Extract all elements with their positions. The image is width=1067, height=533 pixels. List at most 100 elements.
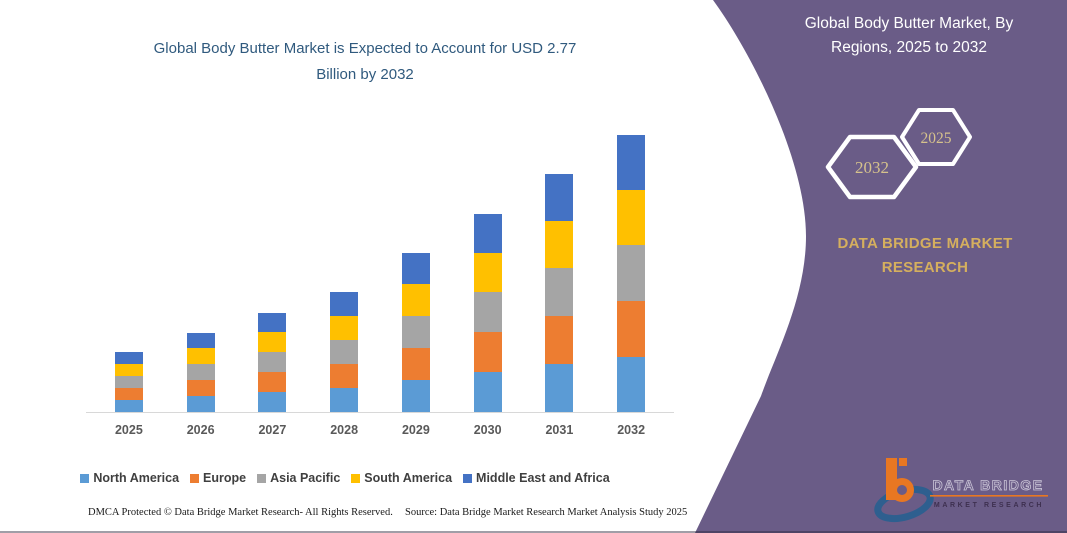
x-axis-line: [86, 412, 674, 413]
segment-europe: [330, 364, 359, 388]
segment-asia-pacific: [114, 376, 143, 388]
legend-item-south-america: South America: [351, 471, 452, 485]
bar-column-2025: [93, 112, 165, 412]
segment-middle-east-and-africa: [473, 214, 502, 253]
segment-north-america: [186, 396, 215, 412]
bar-column-2031: [524, 112, 596, 412]
footer-source-text: Source: Data Bridge Market Research Mark…: [405, 507, 688, 518]
logo-text-data-bridge: DATA BRIDGE: [932, 477, 1043, 493]
bar-column-2029: [380, 112, 452, 412]
stacked-bar-2025: [114, 352, 143, 412]
x-tick-2026: 2026: [186, 423, 215, 437]
x-tick-2032: 2032: [617, 423, 646, 437]
legend-label: Europe: [203, 471, 247, 485]
legend-label: Asia Pacific: [270, 471, 341, 485]
segment-europe: [545, 316, 574, 364]
x-tick-2028: 2028: [330, 423, 359, 437]
legend-swatch-icon: [463, 473, 473, 483]
logo-divider-line: [930, 495, 1048, 497]
hexagon-2025-label: 2025: [921, 130, 952, 147]
segment-asia-pacific: [258, 352, 287, 372]
segment-asia-pacific: [617, 245, 646, 301]
x-tick-2027: 2027: [258, 423, 287, 437]
x-axis-labels: 2025 2026 2027 2028 2029 2030 2031 2032: [93, 423, 667, 437]
segment-south-america: [617, 190, 646, 245]
segment-europe: [114, 388, 143, 400]
stacked-bar-2027: [258, 313, 287, 412]
segment-asia-pacific: [330, 340, 359, 364]
logo-b-flag-icon: [899, 458, 907, 466]
legend-label: Middle East and Africa: [476, 471, 610, 485]
brand-wordmark: DATA BRIDGE MARKET RESEARCH: [790, 232, 1060, 280]
bar-column-2030: [452, 112, 524, 412]
segment-europe: [401, 348, 430, 380]
segment-south-america: [545, 221, 574, 268]
stacked-bar-2031: [545, 174, 574, 412]
segment-north-america: [473, 372, 502, 412]
logo-text-market-research: MARKET RESEARCH: [934, 502, 1044, 509]
hexagon-2032: [825, 134, 919, 200]
segment-middle-east-and-africa: [114, 352, 143, 364]
purple-side-panel: [695, 0, 1067, 533]
bar-column-2028: [308, 112, 380, 412]
hexagon-2032-label: 2032: [855, 158, 889, 177]
bar-chart-plot: [93, 112, 667, 412]
segment-europe: [258, 372, 287, 392]
legend-swatch-icon: [351, 473, 361, 483]
bar-column-2032: [595, 112, 667, 412]
segment-middle-east-and-africa: [258, 313, 287, 332]
purple-panel-shape: [695, 0, 1067, 533]
x-tick-2031: 2031: [545, 423, 574, 437]
panel-title: Global Body Butter Market, By Regions, 2…: [775, 12, 1043, 60]
legend-swatch-icon: [80, 473, 90, 483]
segment-south-america: [401, 284, 430, 316]
segment-south-america: [114, 364, 143, 376]
x-tick-2029: 2029: [401, 423, 430, 437]
hexagon-2025: [900, 108, 972, 166]
legend-item-asia-pacific: Asia Pacific: [257, 471, 340, 485]
dbmr-logo: DATA BRIDGE MARKET RESEARCH: [874, 458, 1048, 523]
segment-middle-east-and-africa: [617, 135, 646, 190]
footer-dmca-text: DMCA Protected © Data Bridge Market Rese…: [88, 507, 393, 518]
legend-swatch-icon: [257, 473, 267, 483]
segment-europe: [617, 301, 646, 357]
logo-b-bowl-hole: [897, 485, 907, 495]
x-tick-2030: 2030: [473, 423, 502, 437]
segment-middle-east-and-africa: [401, 253, 430, 284]
brand-line1: DATA BRIDGE MARKET: [837, 235, 1013, 252]
x-tick-2025: 2025: [114, 423, 143, 437]
segment-asia-pacific: [545, 268, 574, 316]
segment-asia-pacific: [473, 292, 502, 332]
stacked-bar-2029: [401, 253, 430, 412]
bar-column-2027: [237, 112, 309, 412]
segment-middle-east-and-africa: [545, 174, 574, 221]
segment-south-america: [473, 253, 502, 292]
stacked-bar-2030: [473, 214, 502, 412]
panel-title-line1: Global Body Butter Market, By: [804, 15, 1014, 32]
legend-label: North America: [93, 471, 180, 485]
stacked-bar-2028: [330, 292, 359, 412]
segment-north-america: [401, 380, 430, 412]
legend-item-europe: Europe: [190, 471, 246, 485]
chart-title-line1: Global Body Butter Market is Expected to…: [153, 40, 577, 57]
segment-south-america: [330, 316, 359, 340]
stacked-bar-2026: [186, 333, 215, 412]
legend-item-middle-east-and-africa: Middle East and Africa: [463, 471, 610, 485]
year-hexagons: 2032 2025: [825, 108, 972, 200]
segment-asia-pacific: [401, 316, 430, 348]
segment-north-america: [258, 392, 287, 412]
segment-europe: [473, 332, 502, 372]
segment-north-america: [617, 357, 646, 412]
segment-middle-east-and-africa: [186, 333, 215, 348]
panel-title-line2: Regions, 2025 to 2032: [831, 39, 987, 56]
brand-line2: RESEARCH: [881, 259, 969, 276]
segment-north-america: [114, 400, 143, 412]
stacked-bar-2032: [617, 135, 646, 412]
segment-south-america: [258, 332, 287, 352]
bar-column-2026: [165, 112, 237, 412]
segment-north-america: [330, 388, 359, 412]
segment-europe: [186, 380, 215, 396]
logo-b-stem-icon: [886, 458, 897, 500]
chart-title-line2: Billion by 2032: [316, 66, 414, 83]
